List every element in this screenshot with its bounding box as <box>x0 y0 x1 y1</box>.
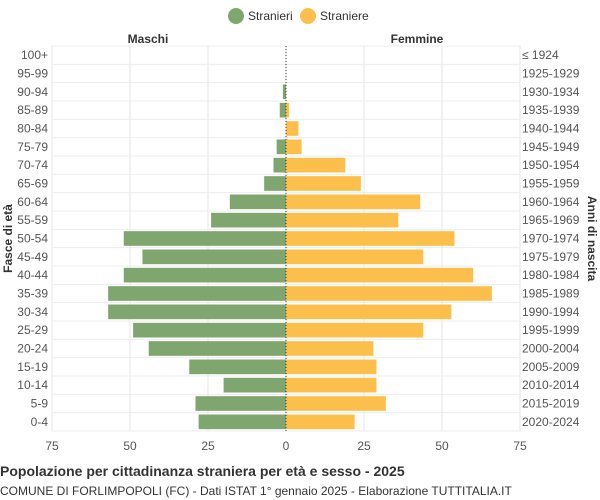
bar-male-15-19 <box>189 359 286 375</box>
bar-female-50-54 <box>286 231 455 246</box>
bar-female-75-79 <box>286 139 302 155</box>
birth-year-label: 1995-1999 <box>522 323 580 337</box>
birth-year-label: 1925-1929 <box>522 67 580 81</box>
bar-male-50-54 <box>123 231 286 246</box>
bar-male-30-34 <box>108 304 286 320</box>
age-group-label: 70-74 <box>17 158 48 172</box>
age-group-label: 60-64 <box>17 195 48 209</box>
age-group-label: 20-24 <box>17 342 48 356</box>
bar-female-35-39 <box>286 286 492 301</box>
x-tick-label: 25 <box>357 439 371 453</box>
bar-female-65-69 <box>286 176 361 191</box>
tick-labels: 75 50 25 0 25 50 75 100+ ≤ 1924 95-99 1925-1929 90-… <box>1 32 599 453</box>
birth-year-label: 1935-1939 <box>522 103 580 117</box>
bar-male-20-24 <box>148 341 286 356</box>
birth-year-label: 1970-1974 <box>522 232 580 246</box>
bar-female-60-64 <box>286 194 421 210</box>
right-header-femmine: Femmine <box>391 32 444 46</box>
x-tick-label: 75 <box>45 439 59 453</box>
bar-female-15-19 <box>286 359 377 375</box>
birth-year-label: 1940-1944 <box>522 122 580 136</box>
birth-year-label: 1950-1954 <box>522 158 580 172</box>
x-tick-label: 75 <box>513 439 527 453</box>
birth-year-label: 1945-1949 <box>522 140 580 154</box>
x-tick-label: 25 <box>201 439 215 453</box>
age-group-label: 15-19 <box>17 360 48 374</box>
bar-female-10-14 <box>286 377 377 393</box>
bar-female-45-49 <box>286 249 424 265</box>
bar-male-35-39 <box>108 286 286 301</box>
bar-male-60-64 <box>229 194 286 210</box>
x-tick-label: 50 <box>435 439 449 453</box>
legend-label-stranieri: Stranieri <box>248 9 293 23</box>
bar-male-5-9 <box>195 396 286 411</box>
age-group-label: 55-59 <box>17 213 48 227</box>
legend-swatch-straniere <box>300 8 316 24</box>
age-group-label: 65-69 <box>17 177 48 191</box>
age-group-label: 0-4 <box>31 415 49 429</box>
bar-male-65-69 <box>264 176 286 191</box>
age-group-label: 85-89 <box>17 103 48 117</box>
bar-female-30-34 <box>286 304 452 320</box>
bar-male-90-94 <box>282 84 286 100</box>
bar-male-70-74 <box>273 157 286 173</box>
age-group-label: 75-79 <box>17 140 48 154</box>
y-axis-title-right: Anni di nascita <box>585 196 599 282</box>
legend-swatch-stranieri <box>228 8 244 24</box>
birth-year-label: 1980-1984 <box>522 268 580 282</box>
age-group-label: 80-84 <box>17 122 48 136</box>
legend: Stranieri Straniere <box>228 8 369 24</box>
bar-female-0-4 <box>286 414 355 430</box>
bar-male-0-4 <box>198 414 286 430</box>
y-axis-title-left: Fasce di età <box>1 204 15 273</box>
bar-female-85-89 <box>286 102 290 118</box>
age-group-label: 40-44 <box>17 268 48 282</box>
age-group-label: 90-94 <box>17 85 48 99</box>
bar-female-55-59 <box>286 212 399 228</box>
bar-male-55-59 <box>211 212 286 228</box>
left-header-maschi: Maschi <box>128 32 169 46</box>
bar-female-40-44 <box>286 267 474 283</box>
bar-female-80-84 <box>286 121 299 136</box>
legend-label-straniere: Straniere <box>320 9 369 23</box>
chart-title: Popolazione per cittadinanza straniera p… <box>0 463 405 479</box>
age-group-label: 5-9 <box>31 397 49 411</box>
age-group-label: 100+ <box>21 48 48 62</box>
bar-male-25-29 <box>133 322 286 338</box>
bar-female-25-29 <box>286 322 424 338</box>
bar-male-10-14 <box>223 377 286 393</box>
chart-source: COMUNE DI FORLIMPOPOLI (FC) - Dati ISTAT… <box>0 484 512 498</box>
age-group-label: 30-34 <box>17 305 48 319</box>
bar-male-75-79 <box>276 139 286 155</box>
age-group-label: 10-14 <box>17 378 48 392</box>
age-group-label: 95-99 <box>17 67 48 81</box>
bar-male-40-44 <box>123 267 286 283</box>
birth-year-label: 2005-2009 <box>522 360 580 374</box>
birth-year-label: 1965-1969 <box>522 213 580 227</box>
bar-male-85-89 <box>279 102 286 118</box>
birth-year-label: 1975-1979 <box>522 250 580 264</box>
age-group-label: 50-54 <box>17 232 48 246</box>
x-tick-label: 0 <box>283 439 290 453</box>
birth-year-label: 2020-2024 <box>522 415 580 429</box>
birth-year-label: 1960-1964 <box>522 195 580 209</box>
age-group-label: 25-29 <box>17 323 48 337</box>
x-tick-label: 50 <box>123 439 137 453</box>
bar-female-5-9 <box>286 396 386 411</box>
bar-female-70-74 <box>286 157 346 173</box>
bar-female-20-24 <box>286 341 374 356</box>
age-group-label: 35-39 <box>17 287 48 301</box>
birth-year-label: 2015-2019 <box>522 397 580 411</box>
age-group-label: 45-49 <box>17 250 48 264</box>
birth-year-label: ≤ 1924 <box>522 48 559 62</box>
birth-year-label: 2010-2014 <box>522 378 580 392</box>
bars <box>108 46 492 431</box>
birth-year-label: 1930-1934 <box>522 85 580 99</box>
bar-male-45-49 <box>142 249 286 265</box>
birth-year-label: 1955-1959 <box>522 177 580 191</box>
birth-year-label: 1985-1989 <box>522 287 580 301</box>
birth-year-label: 2000-2004 <box>522 342 580 356</box>
birth-year-label: 1990-1994 <box>522 305 580 319</box>
